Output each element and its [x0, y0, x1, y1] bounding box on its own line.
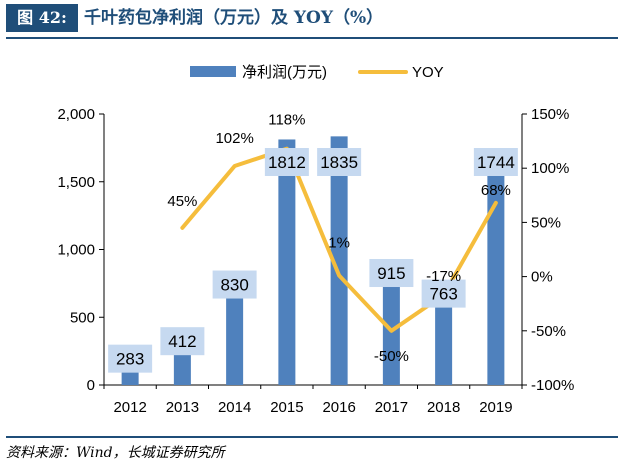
- figure-title: 千叶药包净利润（万元）及 YOY（%）: [84, 8, 384, 28]
- x-tick-label: 2015: [270, 399, 303, 416]
- left-tick-label: 500: [70, 309, 95, 326]
- x-tick-label: 2014: [218, 399, 251, 416]
- x-tick-label: 2018: [427, 399, 460, 416]
- bar-value-label: 1812: [268, 153, 306, 172]
- right-tick-label: 50%: [531, 214, 561, 231]
- profit-bar: [382, 261, 400, 385]
- net-profit-yoy-chart: 0 500 1,000 1,500 2,000 -100% -50% 0% 50% 100% 150…: [57, 64, 574, 416]
- yoy-value-label: 68%: [481, 182, 511, 199]
- profit-bar: [278, 139, 296, 385]
- left-tick-label: 2,000: [57, 106, 95, 123]
- x-tick-label: 2016: [322, 399, 355, 416]
- bar-value-label-box: [473, 148, 518, 176]
- bar-value-label-box: [421, 279, 466, 308]
- right-tick-label: 150%: [531, 106, 569, 123]
- profit-bar: [226, 272, 244, 385]
- yoy-value-label: -17%: [426, 268, 461, 285]
- header-rule: [6, 37, 618, 39]
- bar-value-label: 1835: [320, 153, 358, 172]
- bar-value-label: 763: [429, 285, 457, 304]
- bar-value-label: 1744: [477, 153, 515, 172]
- right-tick-label: -50%: [531, 323, 566, 340]
- yoy-value-label: -50%: [374, 348, 409, 365]
- figure-header: 图 42: 千叶药包净利润（万元）及 YOY（%）: [0, 0, 626, 36]
- x-tick-label: 2019: [479, 399, 512, 416]
- left-tick-label: 1,500: [57, 174, 95, 191]
- bar-value-label: 412: [168, 332, 196, 351]
- bar-value-label-box: [264, 148, 309, 176]
- x-tick-label: 2013: [166, 399, 199, 416]
- bar-value-label: 915: [377, 264, 405, 283]
- bar-value-label-box: [212, 270, 257, 299]
- bar-value-label-box: [160, 327, 205, 356]
- x-tick-label: 2012: [113, 399, 146, 416]
- bar-value-label-box: [108, 344, 153, 373]
- yoy-value-label: 118%: [268, 112, 305, 129]
- figure-label: 图 42:: [6, 4, 78, 32]
- legend-bar-swatch: [190, 66, 236, 77]
- left-tick-label: 1,000: [57, 242, 95, 259]
- x-tick-label: 2017: [375, 399, 408, 416]
- source-note: 资料来源：Wind，长城证券研究所: [6, 445, 225, 461]
- yoy-value-label: 1%: [328, 235, 350, 252]
- yoy-value-label: 102%: [215, 130, 253, 147]
- legend-line-label: YOY: [412, 64, 444, 81]
- left-tick-label: 0: [87, 377, 95, 394]
- legend-bar-label: 净利润(万元): [242, 64, 327, 81]
- bar-value-label-box: [317, 148, 362, 176]
- footer-rule: [6, 436, 618, 438]
- right-tick-label: 0%: [531, 269, 553, 286]
- right-tick-label: 100%: [531, 160, 569, 177]
- profit-bar: [330, 136, 348, 385]
- right-tick-label: -100%: [531, 377, 574, 394]
- yoy-value-label: 45%: [167, 193, 197, 210]
- bar-value-label: 283: [116, 350, 144, 369]
- bar-value-label-box: [369, 259, 414, 288]
- bar-value-label: 830: [220, 276, 248, 295]
